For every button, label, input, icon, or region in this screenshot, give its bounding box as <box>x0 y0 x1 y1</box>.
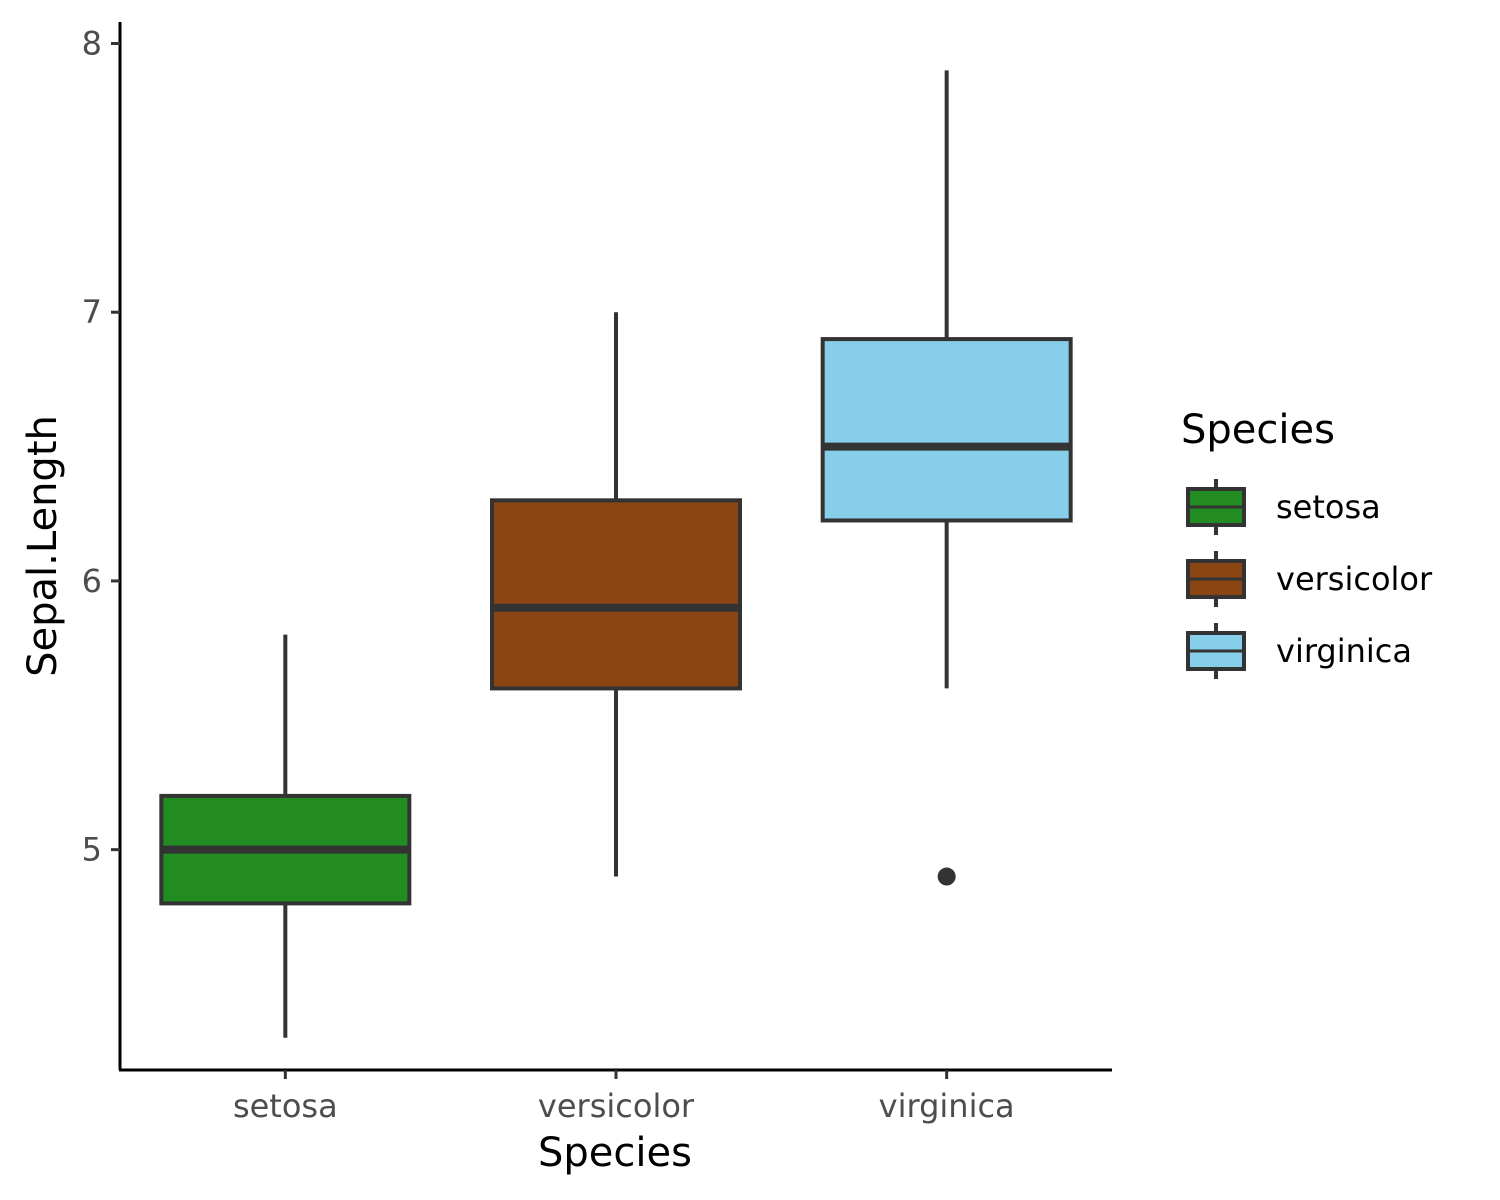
y-axis-title: Sepal.Length <box>20 415 66 677</box>
y-tick-label: 8 <box>82 24 102 62</box>
x-tick-label: setosa <box>233 1087 338 1125</box>
y-tick-label: 6 <box>82 562 102 600</box>
x-axis-ticks: setosa versicolor virginica <box>233 1070 1015 1125</box>
x-axis-title: Species <box>538 1130 692 1176</box>
legend-items: setosa versicolor virginica <box>1186 479 1433 679</box>
y-axis-ticks: 5 6 7 8 <box>82 24 120 869</box>
legend-label: virginica <box>1276 632 1412 670</box>
y-tick-label: 5 <box>82 831 102 869</box>
legend-label: versicolor <box>1276 560 1433 598</box>
legend-item-virginica: virginica <box>1186 623 1412 679</box>
y-tick-label: 7 <box>82 293 102 331</box>
box-versicolor <box>490 312 742 877</box>
legend-label: setosa <box>1276 488 1381 526</box>
box-setosa <box>159 634 412 1038</box>
legend-title: Species <box>1181 407 1335 453</box>
x-tick-label: virginica <box>879 1087 1015 1125</box>
outlier-point <box>937 867 956 886</box>
plot-area <box>159 70 1073 1038</box>
box-iqr <box>490 498 742 691</box>
legend-item-setosa: setosa <box>1186 479 1381 535</box>
legend-item-versicolor: versicolor <box>1186 551 1433 607</box>
x-tick-label: versicolor <box>538 1087 695 1125</box>
legend: Species setosa versicolor virginica <box>1181 407 1433 679</box>
box-iqr <box>820 337 1073 523</box>
box-virginica <box>820 70 1073 886</box>
